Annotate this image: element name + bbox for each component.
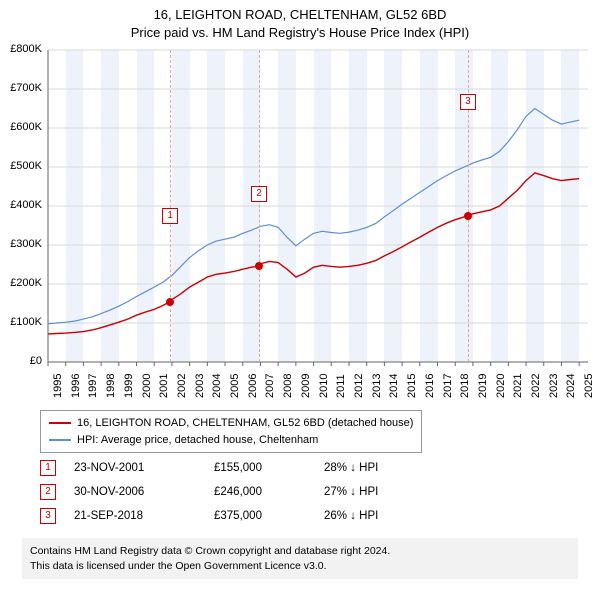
- x-axis-label: 2007: [264, 374, 276, 398]
- marker-box: 3: [460, 94, 476, 110]
- x-axis-label: 2008: [282, 374, 294, 398]
- x-axis-label: 2005: [229, 374, 241, 398]
- legend-label: HPI: Average price, detached house, Chel…: [77, 432, 318, 449]
- chart-legend: 16, LEIGHTON ROAD, CHELTENHAM, GL52 6BD …: [40, 410, 422, 453]
- x-axis-label: 2000: [141, 374, 153, 398]
- transaction-row: 2 30-NOV-2006£246,00027% ↓ HPI: [40, 480, 444, 504]
- y-axis-label: £200K: [0, 277, 42, 289]
- series-price_paid: [48, 173, 579, 334]
- transaction-date: 21-SEP-2018: [74, 510, 214, 522]
- y-axis-label: £400K: [0, 199, 42, 211]
- x-axis-label: 2019: [477, 374, 489, 398]
- transaction-price: £155,000: [214, 462, 324, 474]
- chart-title-block: 16, LEIGHTON ROAD, CHELTENHAM, GL52 6BD …: [0, 0, 600, 41]
- chart-plot-area: £0£100K£200K£300K£400K£500K£600K£700K£80…: [48, 50, 588, 362]
- marker-dot: [255, 262, 263, 270]
- transaction-delta: 28% ↓ HPI: [324, 462, 444, 474]
- x-axis-label: 1996: [70, 374, 82, 398]
- x-axis-label: 2015: [406, 374, 418, 398]
- x-axis-label: 2011: [335, 374, 347, 398]
- transaction-marker: 2: [40, 484, 56, 500]
- y-axis-label: £300K: [0, 238, 42, 250]
- x-axis-label: 2013: [371, 374, 383, 398]
- transaction-table: 1 23-NOV-2001£155,00028% ↓ HPI 2 30-NOV-200…: [40, 456, 444, 528]
- transaction-date: 30-NOV-2006: [74, 486, 214, 498]
- marker-box: 1: [162, 208, 178, 224]
- marker-dot: [464, 212, 472, 220]
- attribution-line2: This data is licensed under the Open Gov…: [30, 559, 570, 574]
- marker-dot: [166, 298, 174, 306]
- transaction-delta: 26% ↓ HPI: [324, 510, 444, 522]
- x-axis-label: 2003: [194, 374, 206, 398]
- y-axis-label: £100K: [0, 316, 42, 328]
- chart-title-line2: Price paid vs. HM Land Registry's House …: [0, 24, 600, 42]
- x-axis-label: 2014: [388, 374, 400, 398]
- transaction-marker: 3: [40, 508, 56, 524]
- legend-swatch: [49, 439, 71, 441]
- x-axis-label: 2002: [176, 374, 188, 398]
- x-axis-label: 1998: [105, 374, 117, 398]
- legend-item: 16, LEIGHTON ROAD, CHELTENHAM, GL52 6BD …: [49, 415, 413, 432]
- transaction-row: 1 23-NOV-2001£155,00028% ↓ HPI: [40, 456, 444, 480]
- x-axis-label: 2021: [512, 374, 524, 398]
- x-axis-label: 2001: [158, 374, 170, 398]
- x-axis-label: 2022: [530, 374, 542, 398]
- legend-swatch: [49, 422, 71, 424]
- x-axis-label: 2017: [442, 374, 454, 398]
- attribution-line1: Contains HM Land Registry data © Crown c…: [30, 544, 570, 559]
- y-axis-label: £600K: [0, 121, 42, 133]
- transaction-price: £375,000: [214, 510, 324, 522]
- x-axis-label: 2012: [353, 374, 365, 398]
- x-axis-label: 1997: [87, 374, 99, 398]
- transaction-date: 23-NOV-2001: [74, 462, 214, 474]
- attribution-box: Contains HM Land Registry data © Crown c…: [22, 538, 578, 579]
- x-axis-label: 2016: [424, 374, 436, 398]
- x-axis-label: 2018: [459, 374, 471, 398]
- x-axis-label: 2025: [583, 374, 595, 398]
- x-axis-label: 1995: [52, 374, 64, 398]
- x-axis-label: 2024: [565, 374, 577, 398]
- y-axis-label: £700K: [0, 82, 42, 94]
- y-axis-label: £500K: [0, 160, 42, 172]
- y-axis-label: £0: [0, 355, 42, 367]
- legend-label: 16, LEIGHTON ROAD, CHELTENHAM, GL52 6BD …: [77, 415, 413, 432]
- x-axis-label: 2009: [300, 374, 312, 398]
- y-axis-label: £800K: [0, 43, 42, 55]
- x-axis-label: 2023: [548, 374, 560, 398]
- x-axis-label: 2020: [495, 374, 507, 398]
- marker-line: [259, 50, 260, 362]
- marker-box: 2: [251, 186, 267, 202]
- transaction-marker: 1: [40, 460, 56, 476]
- x-axis-label: 2006: [247, 374, 259, 398]
- x-axis-label: 2010: [318, 374, 330, 398]
- series-hpi: [48, 109, 579, 324]
- x-axis-label: 1999: [123, 374, 135, 398]
- legend-item: HPI: Average price, detached house, Chel…: [49, 432, 413, 449]
- transaction-delta: 27% ↓ HPI: [324, 486, 444, 498]
- transaction-price: £246,000: [214, 486, 324, 498]
- marker-line: [170, 50, 171, 362]
- x-axis-label: 2004: [211, 374, 223, 398]
- transaction-row: 3 21-SEP-2018£375,00026% ↓ HPI: [40, 504, 444, 528]
- chart-title-line1: 16, LEIGHTON ROAD, CHELTENHAM, GL52 6BD: [0, 6, 600, 24]
